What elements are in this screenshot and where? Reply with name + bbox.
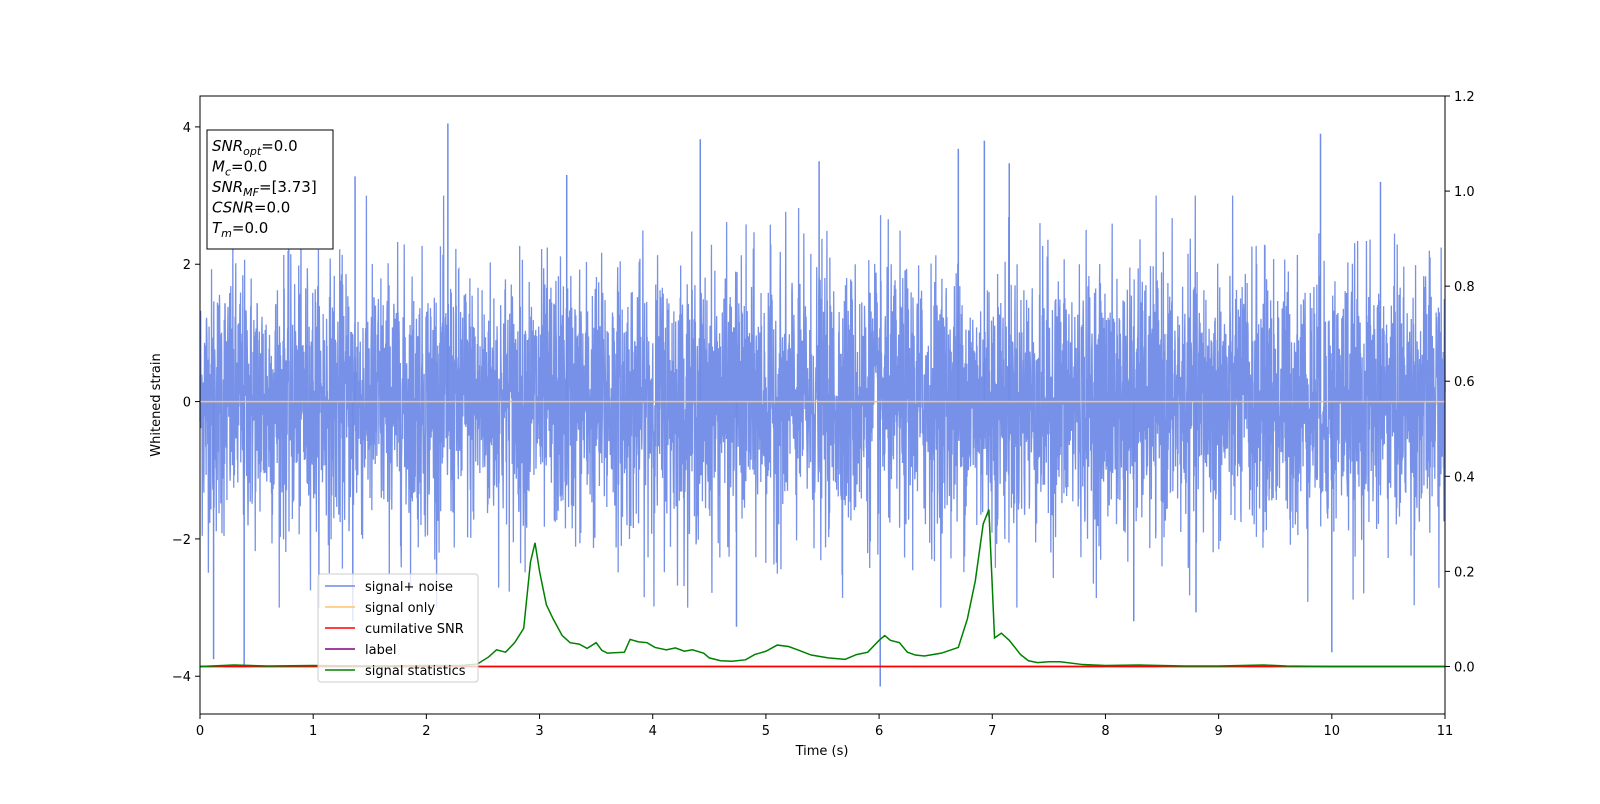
x-axis-label: Time (s) <box>795 744 849 759</box>
y-right-tick-label: 0.8 <box>1454 280 1475 295</box>
series-signal-noise-line <box>199 195 1446 608</box>
x-tick-label: 4 <box>649 724 657 739</box>
y-left-tick-label: 2 <box>183 258 191 273</box>
y-right-tick-label: 1.2 <box>1454 90 1475 105</box>
legend-label: label <box>365 643 396 658</box>
legend-label: signal statistics <box>365 664 466 679</box>
y-right-tick-label: 1.0 <box>1454 185 1475 200</box>
y-right-tick-label: 0.6 <box>1454 375 1475 390</box>
y-left-tick-label: 4 <box>183 121 191 136</box>
info-line: CSNR=0.0 <box>212 199 290 217</box>
info-line: Tm=0.0 <box>212 219 268 240</box>
x-tick-label: 1 <box>309 724 317 739</box>
x-tick-label: 3 <box>535 724 543 739</box>
y-right-tick-label: 0.2 <box>1454 565 1475 580</box>
info-line: SNRMF=[3.73] <box>212 178 317 199</box>
y-right-tick-label: 0.0 <box>1454 660 1475 675</box>
x-tick-label: 2 <box>422 724 430 739</box>
legend-label: signal+ noise <box>365 580 453 595</box>
y-axis-label-left: Whitened strain <box>149 353 164 456</box>
plot-frame <box>199 95 1446 715</box>
noise-layer <box>199 123 1446 687</box>
y-right-tick-label: 0.4 <box>1454 470 1475 485</box>
x-tick-label: 10 <box>1324 724 1341 739</box>
x-tick-label: 7 <box>988 724 996 739</box>
x-tick-label: 11 <box>1437 724 1454 739</box>
legend: signal+ noise signal only cumilative SNR la… <box>317 573 479 683</box>
x-tick-label: 6 <box>875 724 883 739</box>
legend-label: cumilative SNR <box>365 622 464 637</box>
x-tick-label: 5 <box>762 724 770 739</box>
ticks-layer: 0 1 2 3 4 5 6 7 8 9 10 11 −4 −2 0 2 4 0.0 0.2 0.4 0.6 0.8 1.0 1… <box>172 90 1475 739</box>
x-tick-label: 0 <box>196 724 204 739</box>
info-line: Mc=0.0 <box>212 158 267 179</box>
info-line: SNRopt=0.0 <box>212 137 298 158</box>
series-signal-statistics-line <box>199 509 1445 668</box>
y-left-tick-label: −4 <box>172 670 191 685</box>
y-left-tick-label: 0 <box>183 396 191 411</box>
x-tick-label: 8 <box>1101 724 1109 739</box>
legend-label: signal only <box>365 601 435 616</box>
y-left-tick-label: −2 <box>172 533 191 548</box>
x-tick-label: 9 <box>1214 724 1222 739</box>
